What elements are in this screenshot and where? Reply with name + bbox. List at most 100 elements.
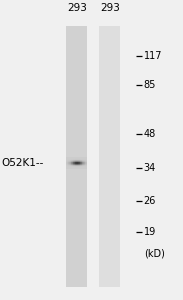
Bar <box>80 161 81 162</box>
Bar <box>84 162 85 163</box>
Bar <box>81 168 82 169</box>
Text: (kD): (kD) <box>144 249 165 259</box>
Bar <box>73 168 74 169</box>
Bar <box>75 167 76 168</box>
Bar <box>74 160 75 161</box>
Bar <box>85 163 86 164</box>
Bar <box>82 160 83 161</box>
Text: 117: 117 <box>144 51 162 61</box>
Bar <box>83 162 84 163</box>
Bar <box>67 163 68 164</box>
Bar <box>70 168 71 169</box>
Bar <box>77 164 78 165</box>
Bar <box>85 164 86 165</box>
Bar <box>67 161 68 162</box>
Bar <box>75 167 76 168</box>
Bar <box>79 160 80 161</box>
Bar <box>79 168 80 169</box>
Bar <box>72 163 73 164</box>
Bar <box>68 166 69 167</box>
Bar <box>70 163 71 164</box>
Bar <box>77 161 78 162</box>
Bar <box>67 162 68 163</box>
Bar <box>69 167 70 168</box>
Bar <box>72 162 73 163</box>
Bar <box>83 165 84 166</box>
Bar <box>81 162 82 163</box>
Bar <box>78 165 79 166</box>
Bar <box>70 160 71 161</box>
Bar <box>72 168 73 169</box>
Bar <box>66 165 67 166</box>
Bar <box>86 161 87 162</box>
Bar <box>72 165 73 166</box>
Bar <box>85 165 86 166</box>
Bar <box>78 167 79 168</box>
Bar <box>78 166 79 167</box>
Bar <box>75 158 76 159</box>
Bar <box>69 161 70 162</box>
Bar <box>73 165 74 166</box>
Bar <box>71 162 72 163</box>
Bar <box>80 163 81 164</box>
Bar <box>82 164 83 165</box>
Bar <box>72 160 73 161</box>
Bar <box>83 168 84 169</box>
Bar <box>85 159 86 160</box>
Bar <box>77 166 78 167</box>
Bar <box>67 158 68 159</box>
Bar <box>86 158 87 159</box>
Bar <box>76 160 77 161</box>
Bar <box>73 160 74 161</box>
Bar <box>74 165 75 166</box>
Bar <box>81 166 82 167</box>
Bar <box>71 162 72 163</box>
Bar <box>73 162 74 163</box>
Bar <box>74 168 75 169</box>
Bar <box>82 159 83 160</box>
Bar <box>86 160 87 161</box>
Bar <box>86 165 87 166</box>
Bar <box>74 162 75 163</box>
Text: 293: 293 <box>67 3 87 13</box>
Bar <box>77 158 78 159</box>
Bar <box>83 165 84 166</box>
Bar <box>73 167 74 168</box>
Bar <box>79 163 80 164</box>
Bar <box>74 165 75 166</box>
Bar <box>75 163 76 164</box>
Bar <box>67 165 68 166</box>
Bar <box>78 164 79 165</box>
Bar <box>83 158 84 159</box>
Bar <box>73 167 74 168</box>
Bar <box>78 159 79 160</box>
Bar <box>80 167 81 168</box>
Bar <box>74 164 75 165</box>
Bar <box>73 158 74 159</box>
Bar <box>80 164 81 165</box>
Bar <box>71 167 72 168</box>
Bar <box>80 159 81 160</box>
Bar <box>83 164 84 165</box>
Bar <box>74 159 75 160</box>
Bar <box>86 165 87 166</box>
Bar <box>86 162 87 163</box>
Bar <box>86 161 87 162</box>
Bar <box>70 161 71 162</box>
Bar <box>76 164 77 165</box>
Bar <box>84 160 85 161</box>
Bar <box>70 164 71 165</box>
Bar <box>66 164 67 165</box>
Bar <box>79 164 80 165</box>
Bar <box>84 164 85 165</box>
Bar <box>72 164 73 165</box>
Bar <box>68 162 69 163</box>
Bar <box>85 167 86 168</box>
Bar <box>80 168 81 169</box>
Bar <box>85 164 86 165</box>
Bar <box>76 158 77 159</box>
Bar <box>86 159 87 160</box>
Bar <box>67 163 68 164</box>
Bar <box>83 166 84 167</box>
Bar <box>82 168 83 169</box>
